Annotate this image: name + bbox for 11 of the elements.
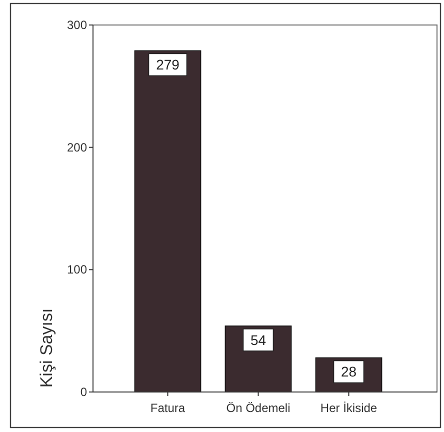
data-label: 54: [250, 332, 266, 348]
data-label: 279: [156, 56, 180, 73]
y-tick-label: 0: [80, 385, 88, 399]
y-tick-label: 300: [66, 18, 88, 32]
y-tick-label: 200: [66, 140, 88, 154]
x-tick-label: Fatura: [150, 401, 186, 415]
y-tick-label: 100: [66, 262, 88, 277]
y-axis-title: Kişi Sayısı: [37, 308, 56, 388]
x-tick-label: Her İkiside: [320, 401, 378, 415]
x-tick-label: Ön Ödemeli: [226, 401, 290, 415]
data-label: 28: [340, 364, 357, 380]
